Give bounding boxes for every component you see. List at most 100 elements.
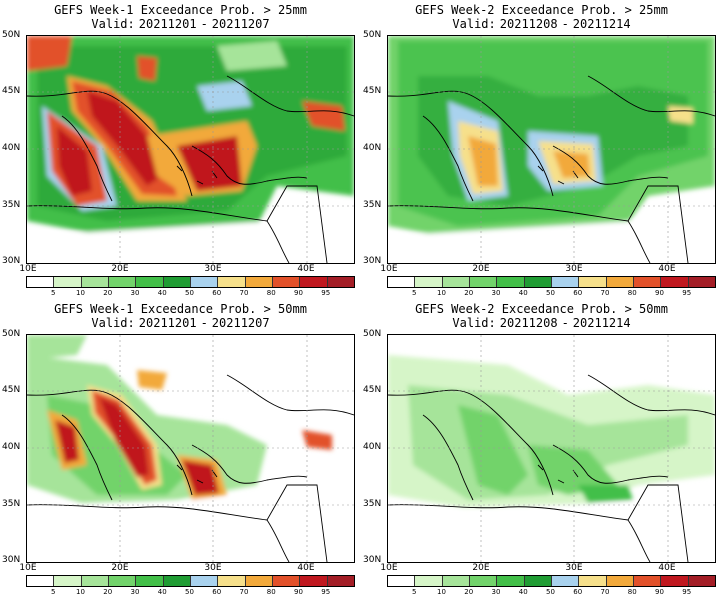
colorbar-swatch [272,576,301,586]
colorbar-swatch [442,277,470,287]
probability-map [387,334,716,563]
colorbar-swatch [300,576,328,586]
lat-label: 35N [363,499,382,509]
colorbar-label: 5 [51,289,56,297]
colorbar-label: 5 [412,588,417,596]
colorbar-swatch [54,277,82,287]
colorbar-swatch [108,576,137,586]
panel-title: GEFS Week-1 Exceedance Prob. > 25mm [54,3,307,17]
colorbar-swatch [388,576,416,586]
lat-label: 30N [2,256,21,266]
colorbar-swatch [190,576,219,586]
lon-label: 40E [297,264,315,274]
colorbar-label: 95 [321,588,331,596]
colorbar-label: 10 [76,588,85,596]
lon-label: 20E [111,264,129,274]
colorbar-label: 50 [546,289,555,297]
colorbar-swatch [190,277,219,287]
colorbar-label: 30 [130,289,140,297]
lon-label: 20E [472,563,490,573]
colorbar-swatch [469,277,498,287]
colorbar-label: 20 [464,289,474,297]
colorbar-label: 70 [239,289,249,297]
colorbar-label: 20 [464,588,474,596]
lon-label: 30E [204,264,222,274]
colorbar-swatch [661,277,689,287]
colorbar [387,276,716,288]
colorbar-swatch [27,277,55,287]
lat-label: 30N [363,555,382,565]
colorbar-swatch [524,277,552,287]
colorbar-swatch [388,277,416,287]
colorbar [26,276,355,288]
lat-label: 40N [363,143,382,153]
valid-period: Valid: 20211201-20211207 [91,316,270,330]
lon-label: 40E [297,563,315,573]
colorbar-swatch [415,576,443,586]
colorbar-label: 95 [321,289,331,297]
colorbar-swatch [688,576,715,586]
colorbar-swatch [415,277,443,287]
colorbar-swatch [327,277,354,287]
colorbar-label: 80 [627,588,637,596]
colorbar-swatch [551,277,580,287]
colorbar-label: 20 [103,588,113,596]
colorbar-label: 40 [518,289,528,297]
lon-label: 40E [658,563,676,573]
lat-label: 45N [2,86,21,96]
lat-label: 35N [363,200,382,210]
colorbar [26,575,355,587]
colorbar-swatch [469,576,498,586]
colorbar-swatch [81,576,109,586]
valid-period: Valid: 20211208-20211214 [452,316,631,330]
lat-label: 50N [363,329,382,339]
colorbar-label: 95 [682,588,692,596]
colorbar-swatch [442,576,470,586]
colorbar-swatch [218,277,246,287]
colorbar-swatch [272,277,301,287]
colorbar-swatch [108,277,137,287]
colorbar-swatch [497,576,525,586]
colorbar-label: 60 [212,588,222,596]
lon-label: 10E [19,264,37,274]
colorbar-swatch [54,576,82,586]
lat-label: 30N [363,256,382,266]
map-panel-week1-25mm: GEFS Week-1 Exceedance Prob. > 25mm Vali… [0,0,361,299]
colorbar-label: 90 [655,289,664,297]
colorbar-label: 40 [518,588,528,596]
colorbar-label: 40 [157,588,167,596]
colorbar-swatch [136,576,164,586]
colorbar-label: 30 [130,588,140,596]
colorbar-label: 95 [682,289,692,297]
colorbar-swatch [497,277,525,287]
colorbar-swatch [661,576,689,586]
panel-title: GEFS Week-2 Exceedance Prob. > 50mm [415,302,668,316]
colorbar-label: 30 [491,588,501,596]
colorbar-swatch [606,576,634,586]
colorbar-label: 10 [437,588,446,596]
colorbar-label: 60 [573,588,583,596]
colorbar-swatch [245,576,273,586]
colorbar-swatch [688,277,715,287]
colorbar-label: 50 [185,289,194,297]
probability-map [26,35,355,264]
colorbar-label: 10 [76,289,85,297]
map-panel-week2-50mm: GEFS Week-2 Exceedance Prob. > 50mm Vali… [361,299,722,598]
colorbar-swatch [524,576,552,586]
valid-period: Valid: 20211201-20211207 [91,17,270,31]
panel-title: GEFS Week-1 Exceedance Prob. > 50mm [54,302,307,316]
colorbar-swatch [579,576,607,586]
lon-label: 30E [565,264,583,274]
colorbar-label: 90 [294,588,303,596]
colorbar-label: 30 [491,289,501,297]
valid-period: Valid: 20211208-20211214 [452,17,631,31]
lat-label: 35N [2,200,21,210]
colorbar-swatch [579,277,607,287]
colorbar-swatch [551,576,580,586]
colorbar-swatch [633,277,662,287]
colorbar-label: 50 [546,588,555,596]
colorbar-swatch [163,277,191,287]
lat-label: 50N [363,30,382,40]
lon-label: 20E [111,563,129,573]
colorbar-label: 60 [212,289,222,297]
